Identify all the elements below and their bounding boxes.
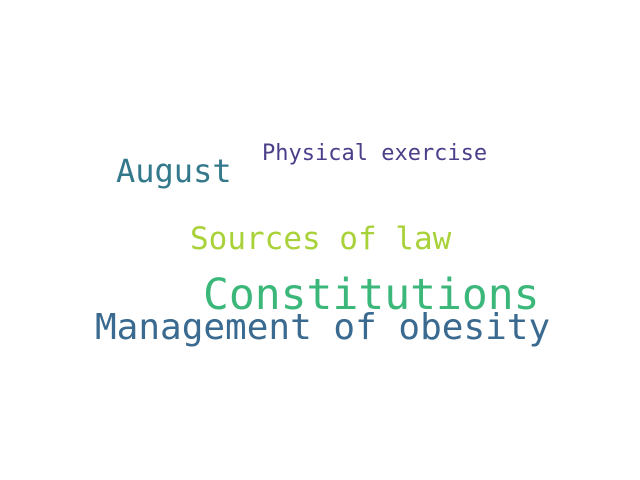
word-constitutions: Constitutions <box>203 270 540 320</box>
word-sources-of-law: Sources of law <box>190 221 452 257</box>
word-august: August <box>116 152 232 190</box>
word-management-of-obesity: Management of obesity <box>95 307 551 348</box>
word-physical-exercise: Physical exercise <box>262 141 488 166</box>
